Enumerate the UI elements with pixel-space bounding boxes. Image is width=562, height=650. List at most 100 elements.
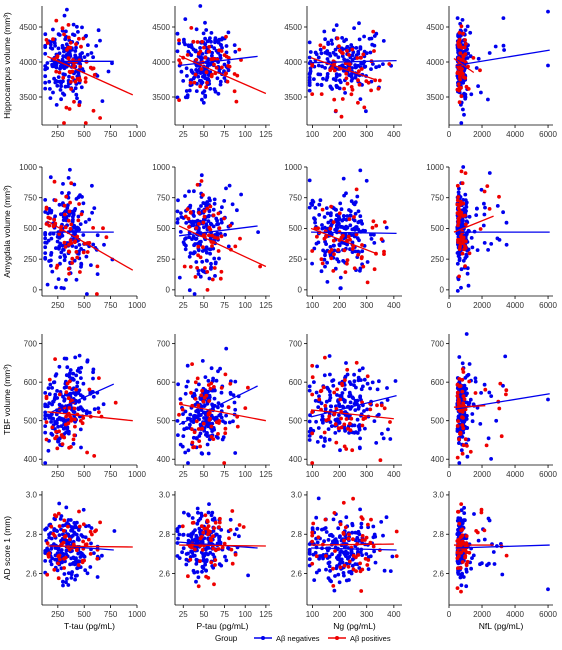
positive-point (342, 538, 346, 543)
positive-point (68, 414, 72, 419)
x-axis-title: T-tau (pg/mL) (64, 621, 115, 631)
positive-point (67, 406, 72, 410)
positive-point (348, 421, 352, 426)
positive-point (201, 220, 206, 225)
positive-point (70, 75, 75, 80)
negative-point (57, 202, 62, 207)
y-tick-label: 2.8 (433, 530, 445, 539)
negative-point (185, 363, 190, 368)
positive-point (310, 561, 315, 566)
negative-point (74, 277, 79, 282)
negative-point (310, 198, 315, 203)
negative-point (371, 62, 375, 66)
negative-point (78, 427, 83, 432)
positive-point (457, 30, 462, 35)
y-tick-label: 500 (157, 416, 171, 425)
negative-point (347, 394, 351, 399)
positive-point (207, 49, 212, 54)
negative-point (91, 376, 95, 381)
negative-point (57, 402, 62, 407)
positive-point (356, 553, 361, 557)
negative-point (348, 209, 353, 214)
negative-point (316, 55, 321, 60)
negative-point (43, 67, 48, 72)
negative-point (100, 553, 104, 558)
negative-point (194, 388, 199, 392)
negative-point (359, 387, 364, 392)
negative-point (219, 220, 224, 225)
negative-point (256, 230, 260, 235)
x-tick-label: 750 (104, 301, 118, 310)
negative-point (318, 198, 323, 203)
negative-point (475, 206, 479, 211)
negative-point (175, 554, 180, 558)
y-tick-label: 600 (289, 378, 303, 387)
positive-point (64, 414, 68, 419)
negative-point (76, 551, 81, 556)
negative-point (334, 52, 338, 57)
negative-point (335, 393, 339, 397)
negative-point (457, 258, 462, 263)
negative-point (70, 570, 74, 574)
negative-point (45, 61, 50, 65)
negative-point (317, 202, 322, 207)
positive-point (209, 435, 214, 439)
negative-point (65, 426, 70, 431)
negative-point (55, 239, 60, 244)
negative-point (323, 66, 327, 70)
y-tick-label: 2.6 (26, 569, 38, 578)
negative-point (307, 75, 312, 80)
positive-point (98, 520, 102, 525)
positive-fit-line (453, 405, 486, 408)
positive-point (219, 269, 224, 274)
negative-point (326, 427, 331, 431)
negative-point (355, 417, 360, 422)
negative-point (87, 217, 92, 222)
negative-point (316, 405, 321, 409)
positive-point (326, 417, 331, 422)
negative-point (334, 566, 339, 571)
positive-point (235, 424, 240, 429)
positive-point (459, 502, 464, 506)
negative-point (82, 55, 87, 59)
negative-point (74, 92, 79, 97)
positive-point (365, 374, 370, 379)
positive-point (56, 554, 61, 559)
negative-point (322, 257, 327, 262)
negative-point (202, 89, 207, 93)
positive-point (372, 49, 376, 53)
positive-point (47, 551, 52, 556)
negative-point (341, 259, 345, 263)
positive-point (319, 388, 324, 393)
negative-point (56, 75, 61, 79)
positive-point (73, 79, 78, 84)
positive-point (198, 559, 202, 563)
positive-point (311, 521, 316, 526)
positive-point (310, 539, 315, 544)
positive-point (48, 216, 52, 221)
negative-point (354, 65, 359, 69)
negative-point (360, 249, 365, 254)
negative-point (362, 34, 366, 39)
positive-point (44, 437, 49, 442)
x-tick-label: 1000 (128, 470, 146, 479)
negative-point (57, 364, 62, 369)
negative-point (337, 413, 341, 417)
negative-point (43, 416, 48, 421)
positive-point (361, 52, 366, 57)
positive-point (72, 406, 77, 411)
positive-point (51, 37, 55, 42)
positive-point (71, 437, 76, 442)
negative-point (43, 424, 48, 428)
positive-point (473, 391, 478, 395)
positive-point (374, 251, 378, 256)
positive-point (177, 412, 181, 417)
negative-point (67, 74, 71, 79)
positive-point (342, 248, 347, 253)
negative-point (92, 551, 96, 555)
negative-point (194, 89, 199, 93)
positive-point (366, 558, 371, 562)
negative-point (467, 214, 472, 219)
negative-point (190, 69, 194, 74)
positive-point (69, 181, 74, 186)
